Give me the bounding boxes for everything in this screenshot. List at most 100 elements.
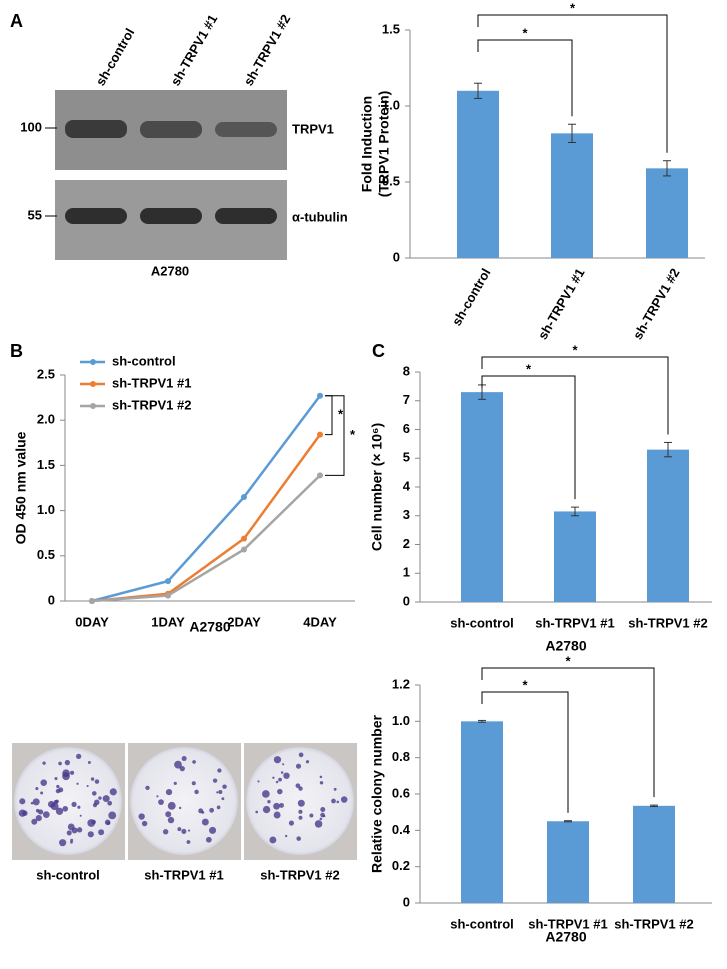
colony-dot (269, 836, 277, 844)
bar (647, 449, 689, 602)
point (317, 431, 323, 438)
colony-dot (284, 834, 288, 838)
marker-label: 100 (20, 119, 42, 134)
colony-dot (319, 817, 323, 821)
colony-dot (309, 813, 314, 818)
bar (551, 133, 593, 258)
y-tick-label: 1 (403, 565, 410, 580)
point (241, 494, 247, 501)
colony-dot (31, 818, 38, 825)
y-tick-label: 0.5 (382, 173, 400, 188)
colony-dot (174, 760, 182, 769)
point (89, 598, 95, 604)
y-tick-label: 2 (403, 536, 410, 551)
y-axis-label: (TRPV1 Protein) (376, 91, 392, 198)
colony-dot (212, 778, 218, 783)
line (91, 474, 321, 603)
colony-dot (98, 829, 105, 836)
colony-dot (167, 801, 176, 810)
colony-dot (201, 818, 209, 826)
band (140, 121, 202, 138)
x-axis-label: A2780 (189, 619, 230, 635)
colony-dot (295, 763, 302, 769)
significance-label: * (572, 342, 578, 357)
colony-dot (55, 788, 61, 794)
y-tick-label: 0.4 (392, 822, 411, 837)
band (215, 122, 277, 137)
colony-dot (54, 777, 58, 781)
significance-label: * (570, 0, 576, 15)
y-tick-label: 0 (403, 593, 410, 608)
colony-dot (181, 756, 187, 762)
y-tick-label: 7 (403, 392, 410, 407)
bar (457, 90, 499, 258)
colony-dot (67, 823, 75, 831)
band (65, 120, 127, 138)
protein-label: α-tubulin (292, 209, 348, 224)
colony-dot (32, 798, 40, 806)
colony-dot (333, 787, 337, 791)
significance-bracket (481, 375, 576, 500)
y-tick-label: 1.0 (37, 502, 55, 517)
colony-dot (35, 787, 39, 791)
lane-label: sh-TRPV1 #2 (241, 12, 294, 88)
dish (14, 747, 122, 855)
colony-dot (47, 800, 55, 808)
x-tick-label: 4DAY (303, 614, 337, 629)
panel-label: B (10, 341, 23, 361)
colony-dot (107, 800, 113, 806)
colony-dot (70, 770, 75, 775)
x-tick-label: sh-TRPV1 #1 (535, 266, 588, 342)
x-tick-label: sh-TRPV1 #2 (628, 615, 707, 630)
x-tick-label: sh-TRPV1 #2 (630, 266, 683, 342)
colony-dot (19, 798, 26, 805)
colony-dot (297, 799, 305, 807)
lane-label: sh-TRPV1 #1 (168, 12, 221, 88)
colony-dot (273, 756, 282, 764)
y-axis-label: Fold Induction (359, 96, 375, 192)
colony-dot (56, 784, 60, 789)
colony-dot (283, 772, 290, 779)
colony-dot (77, 805, 81, 809)
colony-dot (62, 805, 69, 812)
colony-dot (18, 809, 27, 817)
y-tick-label: 1.5 (37, 457, 55, 472)
colony-dot (320, 807, 326, 812)
colony-dot (90, 777, 95, 781)
colony-dot (331, 798, 336, 804)
colony-dot (94, 779, 100, 784)
colony-dot (62, 769, 70, 777)
colony-dot (70, 840, 73, 844)
significance-bracket (481, 667, 655, 798)
colony-dot (257, 780, 260, 783)
colony-label: sh-TRPV1 #1 (144, 867, 223, 882)
colony-dot (187, 829, 191, 832)
bar (646, 168, 688, 258)
colony-dot (40, 791, 44, 795)
colony-dot (87, 761, 91, 764)
legend-label: sh-control (112, 353, 176, 368)
colony-dot (38, 809, 44, 815)
colony-dot (55, 807, 64, 815)
y-tick-label: 0 (48, 592, 55, 607)
colony-dot (319, 781, 324, 785)
point (165, 578, 171, 585)
colony-dot (194, 789, 199, 795)
significance-bracket (325, 395, 345, 476)
colony-dot (322, 814, 326, 818)
x-axis-label: A2780 (545, 929, 586, 945)
colony-dot (76, 782, 79, 785)
colony-dot (209, 807, 215, 813)
dish (130, 747, 238, 855)
y-tick-label: 0.8 (392, 749, 410, 764)
colony-dot (158, 799, 164, 806)
colony-dot (336, 800, 340, 804)
line (91, 433, 322, 603)
colony-dot (340, 796, 348, 803)
colony-dot (91, 819, 96, 825)
colony-dot (145, 785, 150, 791)
colony-dot (298, 752, 304, 758)
colony-dot (222, 784, 227, 789)
colony-dot (108, 811, 117, 820)
significance-bracket (477, 39, 573, 117)
